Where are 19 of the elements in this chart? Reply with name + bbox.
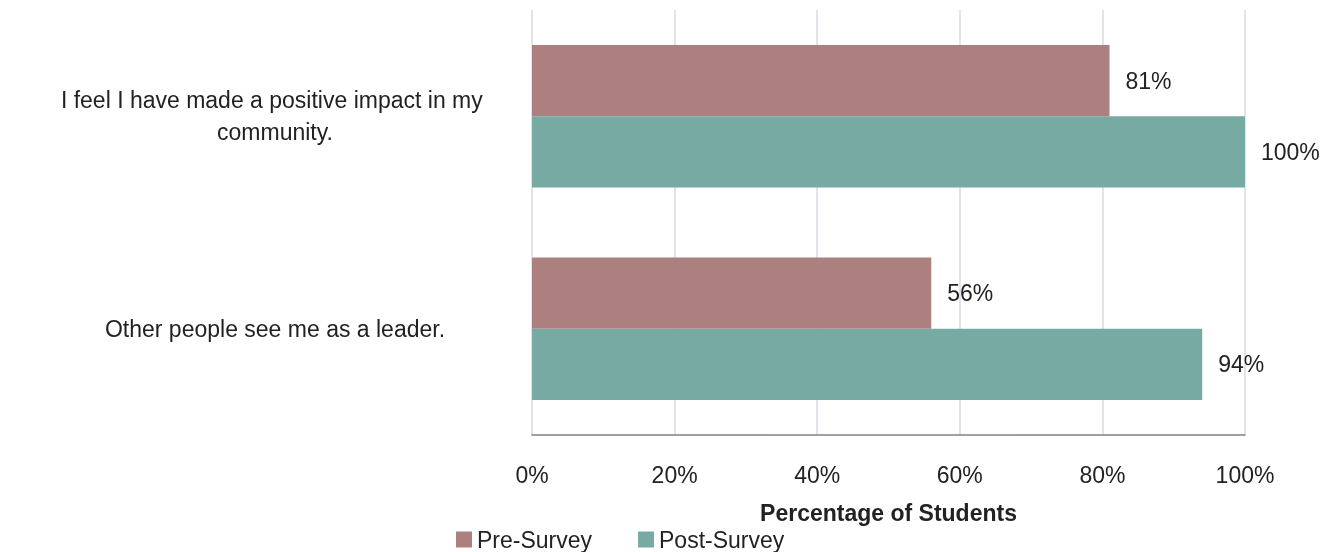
x-axis-title: Percentage of Students (760, 499, 1017, 526)
x-tick-label: 0% (515, 461, 549, 488)
x-tick-label: 20% (651, 461, 698, 488)
legend-label: Post-Survey (659, 526, 785, 552)
data-label: 100% (1261, 138, 1320, 165)
data-label: 94% (1218, 351, 1265, 378)
y-tick-label: I feel I have made a positive impact in my community. (60, 87, 490, 146)
x-tick-label: 100% (1215, 461, 1275, 488)
bar (532, 328, 1203, 400)
bar (532, 116, 1245, 188)
data-label: 81% (1125, 67, 1172, 94)
legend-label: Pre-Survey (477, 526, 593, 552)
x-tick-label: 80% (1079, 461, 1126, 488)
bar (532, 45, 1110, 117)
bar (532, 257, 932, 329)
x-tick-label: 40% (794, 461, 841, 488)
x-tick-label: 60% (936, 461, 983, 488)
data-label: 56% (947, 280, 994, 307)
y-tick-label: Other people see me as a leader. (104, 315, 446, 342)
